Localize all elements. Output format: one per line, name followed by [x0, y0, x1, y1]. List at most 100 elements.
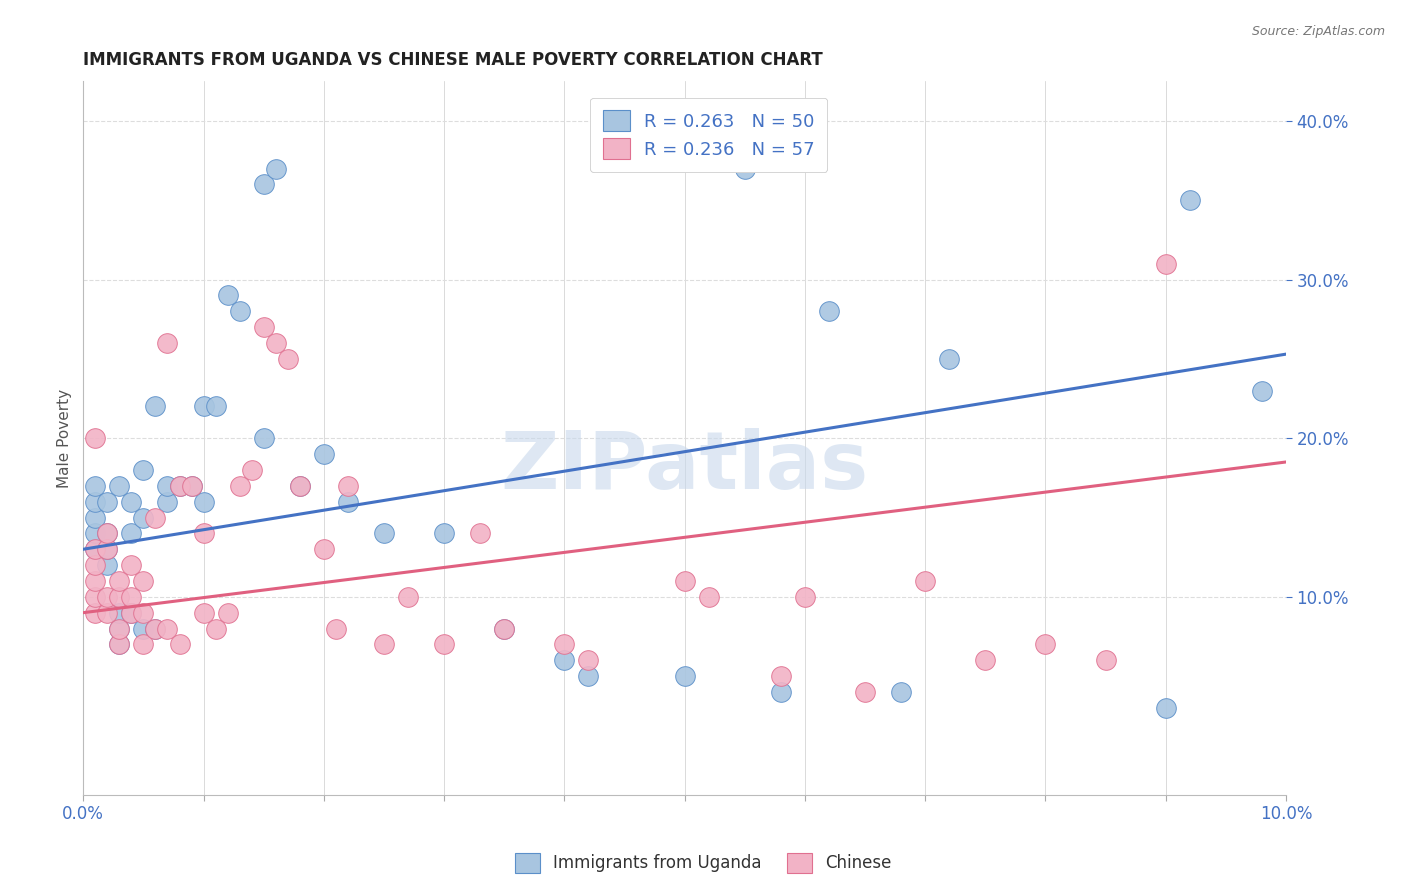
- Point: [204, 400, 226, 414]
- Point: [84, 510, 107, 524]
- Point: [96, 558, 118, 573]
- Point: [494, 622, 516, 636]
- Point: [264, 336, 287, 351]
- Point: [193, 606, 215, 620]
- Point: [373, 637, 395, 651]
- Point: [336, 494, 359, 508]
- Point: [120, 558, 142, 573]
- Point: [1154, 257, 1177, 271]
- Point: [84, 542, 107, 557]
- Point: [253, 431, 276, 445]
- Point: [132, 622, 155, 636]
- Point: [734, 161, 756, 176]
- Point: [169, 479, 191, 493]
- Point: [193, 400, 215, 414]
- Point: [288, 479, 311, 493]
- Point: [673, 669, 696, 683]
- Point: [433, 637, 456, 651]
- Point: [433, 526, 456, 541]
- Point: [108, 637, 131, 651]
- Point: [325, 622, 347, 636]
- Point: [156, 494, 179, 508]
- Point: [120, 526, 142, 541]
- Point: [145, 622, 167, 636]
- Point: [470, 526, 492, 541]
- Point: [145, 400, 167, 414]
- Point: [108, 590, 131, 604]
- Point: [312, 447, 335, 461]
- Point: [132, 574, 155, 588]
- Point: [673, 574, 696, 588]
- Point: [1178, 194, 1201, 208]
- Point: [108, 622, 131, 636]
- Point: [253, 178, 276, 192]
- Point: [169, 479, 191, 493]
- Point: [576, 653, 599, 667]
- Point: [1154, 701, 1177, 715]
- Point: [96, 542, 118, 557]
- Point: [240, 463, 263, 477]
- Point: [312, 542, 335, 557]
- Point: [1094, 653, 1116, 667]
- Point: [553, 653, 575, 667]
- Point: [264, 161, 287, 176]
- Point: [96, 590, 118, 604]
- Text: Source: ZipAtlas.com: Source: ZipAtlas.com: [1251, 25, 1385, 38]
- Point: [108, 479, 131, 493]
- Point: [193, 526, 215, 541]
- Legend: R = 0.263   N = 50, R = 0.236   N = 57: R = 0.263 N = 50, R = 0.236 N = 57: [591, 97, 827, 172]
- Point: [697, 590, 720, 604]
- Text: ZIPatlas: ZIPatlas: [501, 428, 869, 506]
- Point: [396, 590, 419, 604]
- Point: [108, 606, 131, 620]
- Point: [132, 637, 155, 651]
- Point: [96, 526, 118, 541]
- Point: [228, 479, 250, 493]
- Point: [180, 479, 202, 493]
- Point: [853, 685, 876, 699]
- Legend: Immigrants from Uganda, Chinese: Immigrants from Uganda, Chinese: [508, 847, 898, 880]
- Point: [193, 494, 215, 508]
- Point: [84, 590, 107, 604]
- Point: [96, 526, 118, 541]
- Point: [494, 622, 516, 636]
- Point: [96, 542, 118, 557]
- Point: [217, 288, 239, 302]
- Point: [793, 590, 815, 604]
- Point: [336, 479, 359, 493]
- Point: [120, 590, 142, 604]
- Point: [156, 479, 179, 493]
- Point: [938, 351, 960, 366]
- Point: [890, 685, 912, 699]
- Point: [84, 479, 107, 493]
- Point: [145, 510, 167, 524]
- Point: [156, 622, 179, 636]
- Point: [204, 622, 226, 636]
- Point: [145, 622, 167, 636]
- Point: [108, 574, 131, 588]
- Point: [1035, 637, 1057, 651]
- Point: [974, 653, 997, 667]
- Point: [253, 320, 276, 334]
- Point: [769, 669, 792, 683]
- Point: [553, 637, 575, 651]
- Point: [914, 574, 936, 588]
- Point: [96, 606, 118, 620]
- Point: [217, 606, 239, 620]
- Point: [769, 685, 792, 699]
- Point: [132, 463, 155, 477]
- Point: [84, 542, 107, 557]
- Point: [84, 558, 107, 573]
- Text: IMMIGRANTS FROM UGANDA VS CHINESE MALE POVERTY CORRELATION CHART: IMMIGRANTS FROM UGANDA VS CHINESE MALE P…: [83, 51, 823, 69]
- Point: [120, 606, 142, 620]
- Point: [84, 606, 107, 620]
- Point: [120, 494, 142, 508]
- Point: [288, 479, 311, 493]
- Point: [108, 637, 131, 651]
- Point: [96, 494, 118, 508]
- Point: [84, 494, 107, 508]
- Point: [108, 622, 131, 636]
- Point: [84, 574, 107, 588]
- Point: [818, 304, 841, 318]
- Point: [84, 526, 107, 541]
